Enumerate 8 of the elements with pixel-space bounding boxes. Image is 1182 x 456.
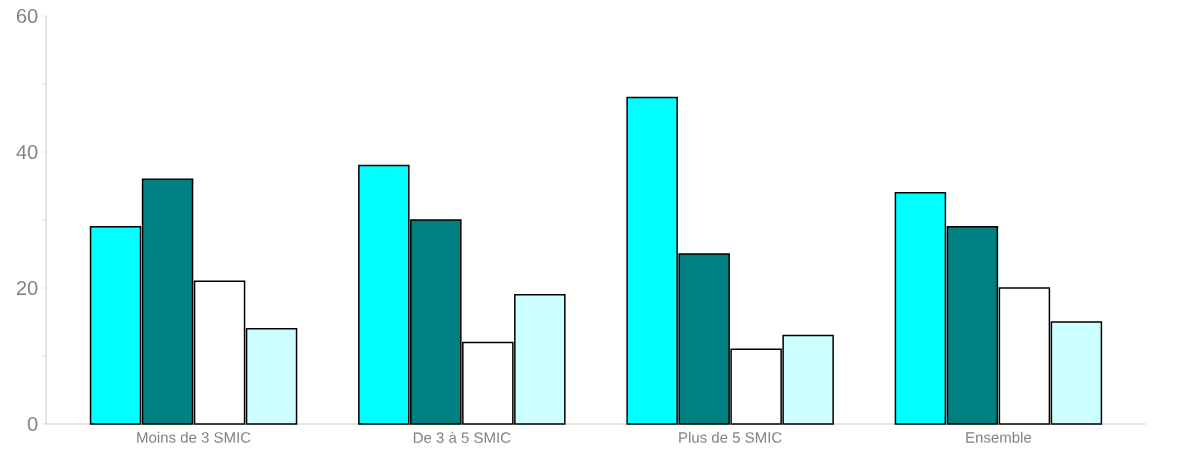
- x-tick-label: Moins de 3 SMIC: [137, 431, 251, 443]
- x-tick-label: De 3 à 5 SMIC: [413, 431, 511, 443]
- y-tick-label: 60: [16, 8, 38, 24]
- y-tick-label: 40: [16, 144, 38, 160]
- x-tick-label: Plus de 5 SMIC: [679, 431, 782, 443]
- y-tick-label: 0: [27, 416, 38, 432]
- y-tick-label: 20: [16, 280, 38, 296]
- x-tick-label: Ensemble: [966, 431, 1032, 443]
